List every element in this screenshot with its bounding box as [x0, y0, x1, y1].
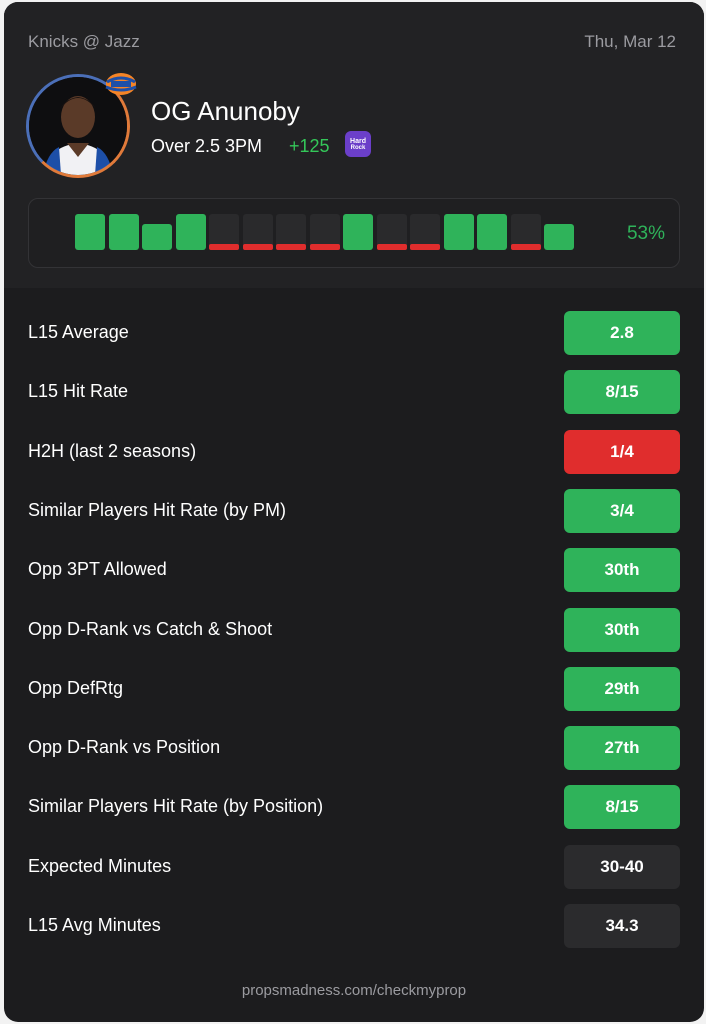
stat-label: L15 Avg Minutes [28, 915, 161, 935]
game-result-miss [510, 214, 541, 250]
hit-percentage: 53% [626, 223, 665, 244]
stat-value-badge: 3/4 [564, 488, 680, 533]
game-result-hit [75, 214, 105, 250]
game-result-hit [544, 224, 574, 250]
player-avatar [26, 73, 137, 178]
stat-label: Similar Players Hit Rate (by PM) [28, 499, 287, 520]
game-result-miss [410, 214, 440, 250]
stat-label: Similar Players Hit Rate (by Position) [28, 796, 324, 817]
stat-value-badge: 27th [564, 726, 680, 771]
stat-row: H2H (last 2 seasons) 1/4 [4, 424, 704, 478]
stat-row: Expected Minutes 30-40 [4, 839, 704, 893]
game-result-hit [343, 214, 373, 250]
game-result-miss [376, 214, 407, 250]
player-name: OG Anunoby [151, 96, 300, 126]
stat-label: Expected Minutes [28, 855, 172, 876]
stat-row: Opp DefRtg 29th [4, 661, 704, 715]
prop-card: Knicks @ Jazz Thu, Mar 12 [4, 2, 704, 1022]
game-result-miss [242, 214, 273, 250]
game-result-hit [108, 214, 139, 250]
stat-value-badge: 34.3 [564, 904, 680, 948]
svg-text:Hard: Hard [350, 138, 366, 145]
game-result-hit [443, 214, 474, 250]
stat-label: Opp 3PT Allowed [28, 559, 167, 580]
prop-line: Over 2.5 3PM [151, 136, 263, 156]
stat-label: L15 Hit Rate [28, 381, 129, 402]
stat-row: Opp 3PT Allowed 30th [4, 542, 704, 596]
prop-header: Knicks @ Jazz Thu, Mar 12 [4, 2, 704, 288]
game-result-hit [142, 224, 172, 250]
stat-label: Opp D-Rank vs Position [28, 737, 221, 758]
stat-value-badge: 8/15 [564, 370, 680, 415]
game-result-hit [477, 214, 507, 250]
sportsbook-logo-icon: Hard Rock [345, 131, 371, 157]
stat-row: Opp D-Rank vs Catch & Shoot 30th [4, 602, 704, 656]
stat-value-badge: 1/4 [564, 429, 680, 474]
matchup-label: Knicks @ Jazz [28, 32, 140, 51]
stat-value-badge: 8/15 [564, 785, 680, 830]
hit-history-bar: 53% [28, 198, 680, 268]
stat-value-badge: 30-40 [564, 844, 680, 889]
footer-url[interactable]: propsmadness.com/checkmyprop [241, 982, 467, 999]
stat-row: Similar Players Hit Rate (by PM) 3/4 [4, 483, 704, 537]
stat-label: L15 Average [28, 322, 129, 342]
stat-row: L15 Average 2.8 [4, 305, 704, 359]
stat-value-badge: 30th [564, 548, 680, 593]
stat-row: Opp D-Rank vs Position 27th [4, 720, 704, 774]
stat-label: Opp D-Rank vs Catch & Shoot [28, 618, 273, 639]
game-result-miss [309, 214, 340, 250]
stat-label: H2H (last 2 seasons) [28, 440, 197, 461]
game-result-hit [175, 214, 206, 250]
stat-row: L15 Avg Minutes 34.3 [4, 898, 704, 952]
svg-text:Rock: Rock [351, 145, 366, 151]
stat-label: Opp DefRtg [28, 677, 124, 698]
game-date: Thu, Mar 12 [584, 32, 676, 51]
odds-value: +125 [289, 136, 330, 156]
game-result-miss [209, 214, 239, 250]
stat-value-badge: 29th [564, 666, 680, 711]
game-result-miss [276, 214, 306, 250]
stat-row: L15 Hit Rate 8/15 [4, 364, 704, 418]
knicks-logo-icon [104, 70, 138, 103]
stat-value-badge: 30th [564, 607, 680, 652]
stat-row: Similar Players Hit Rate (by Position) 8/… [4, 779, 704, 833]
stat-value-badge: 2.8 [564, 311, 680, 355]
